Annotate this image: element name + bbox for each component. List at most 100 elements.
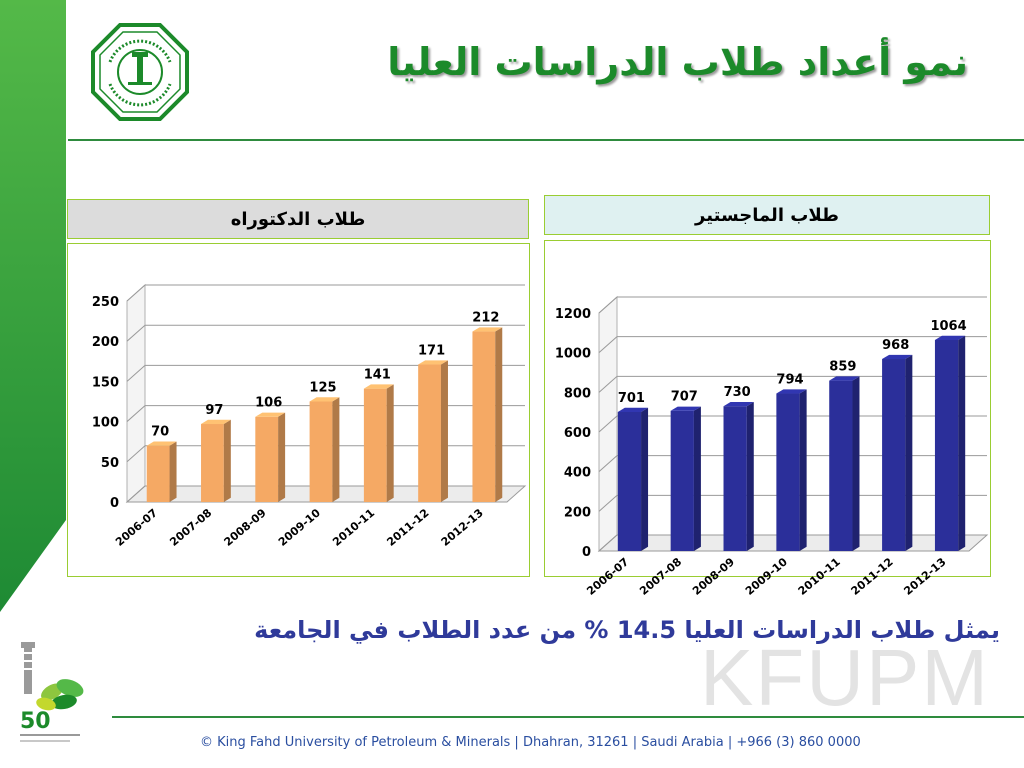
phd-chart-header: طلاب الدكتوراه — [67, 199, 529, 239]
x-tick-label: 2011-12 — [384, 506, 431, 548]
kfupm-watermark: KFUPM — [700, 633, 990, 722]
gridline-depth — [126, 485, 146, 503]
bar-side — [693, 406, 701, 551]
bar-front — [363, 388, 387, 502]
bar-top — [418, 360, 448, 365]
x-tick-label: 2012-13 — [439, 506, 486, 548]
gridline-depth — [598, 375, 618, 393]
bar — [472, 327, 503, 502]
bar-front — [418, 364, 441, 502]
data-label: 1064 — [930, 319, 966, 334]
bar — [146, 441, 177, 502]
masters-bar-chart: 0 200 400 600 800 1000 1200 701 2006-07 707 2007-0… — [555, 295, 989, 598]
bar-top — [776, 389, 807, 394]
gridline-depth — [126, 405, 146, 422]
bar — [309, 397, 340, 502]
x-tick-label: 2009-10 — [743, 555, 790, 598]
x-tick-label: 2007-08 — [637, 555, 684, 597]
bar-front — [255, 416, 279, 502]
bar-top — [255, 412, 286, 417]
data-label: 859 — [829, 359, 856, 374]
x-tick-label: 2008-09 — [690, 555, 737, 597]
bar-top — [201, 419, 231, 425]
bar — [882, 354, 913, 551]
data-label: 171 — [418, 343, 445, 358]
footer-divider — [112, 716, 1024, 718]
data-label: 212 — [472, 310, 499, 325]
footer-text: © King Fahd University of Petroleum & Mi… — [200, 735, 861, 750]
gridline-depth — [126, 284, 146, 302]
x-tick-label: 2008-09 — [222, 506, 269, 548]
bar — [723, 402, 754, 551]
y-tick-label: 0 — [110, 496, 119, 511]
bar-side — [958, 335, 966, 551]
slide-title: نمو أعداد طلاب الدراسات العليا — [387, 40, 968, 84]
title-divider — [68, 139, 1024, 141]
y-tick-label: 50 — [101, 456, 119, 471]
gridline-depth — [598, 415, 618, 433]
data-label: 730 — [724, 385, 751, 400]
bar-side — [495, 327, 503, 502]
bar — [829, 376, 860, 551]
bar-top — [882, 354, 913, 360]
data-label: 106 — [255, 396, 282, 411]
x-tick-label: 2009-10 — [276, 506, 323, 549]
bar-side — [440, 360, 448, 502]
university-logo — [91, 23, 189, 121]
bar-side — [641, 407, 649, 551]
y-tick-label: 200 — [564, 505, 591, 520]
gridline-depth — [126, 445, 146, 463]
gridline-depth — [126, 324, 146, 342]
bar — [418, 360, 448, 502]
bar-side — [169, 441, 177, 502]
x-tick-label: 2010-11 — [796, 555, 843, 597]
bar-front — [776, 393, 800, 551]
bar-top — [670, 406, 701, 411]
bar-front — [617, 411, 642, 551]
masters-chart-header: طلاب الماجستير — [544, 195, 990, 235]
summary-text: يمثل طلاب الدراسات العليا 14.5 % من عدد … — [254, 616, 1000, 644]
bar — [255, 412, 286, 502]
bar-top — [934, 335, 966, 340]
bar-top — [363, 384, 394, 389]
y-tick-label: 150 — [92, 375, 119, 390]
bar-side — [278, 412, 286, 502]
y-tick-label: 0 — [582, 545, 591, 560]
x-tick-label: 2007-08 — [167, 506, 214, 548]
bar-side — [746, 402, 754, 551]
bar — [670, 406, 701, 551]
gridline-depth — [598, 534, 618, 552]
bar — [201, 419, 231, 502]
chart-side-wall — [126, 283, 146, 504]
bar-top — [617, 407, 649, 412]
x-tick-label: 2010-11 — [330, 506, 377, 548]
data-label: 97 — [205, 403, 223, 418]
bar-top — [309, 397, 340, 402]
x-tick-label: 2006-07 — [113, 506, 160, 548]
bar — [363, 384, 394, 502]
bar-front — [201, 424, 224, 502]
bar-side — [332, 397, 340, 502]
anniversary-logo: 50 — [20, 642, 84, 742]
bar-front — [309, 401, 333, 502]
bar-front — [723, 406, 747, 551]
bar-side — [386, 384, 394, 502]
x-tick-label: 2011-12 — [849, 555, 896, 597]
bar-side — [852, 376, 860, 551]
bar-front — [146, 445, 170, 502]
data-label: 141 — [364, 367, 391, 382]
gridline-depth — [598, 494, 618, 512]
data-label: 794 — [776, 372, 803, 387]
bar-front — [934, 339, 959, 551]
bar — [617, 407, 649, 551]
y-tick-label: 800 — [564, 386, 591, 401]
gridline-depth — [598, 455, 618, 473]
bar-top — [472, 327, 503, 332]
gridline-depth — [126, 365, 146, 382]
bar-side — [905, 354, 913, 551]
bar-front — [670, 410, 694, 551]
y-tick-label: 600 — [564, 426, 591, 441]
bar-front — [882, 359, 906, 551]
y-tick-label: 1200 — [555, 307, 591, 322]
left-green-band — [0, 0, 66, 612]
